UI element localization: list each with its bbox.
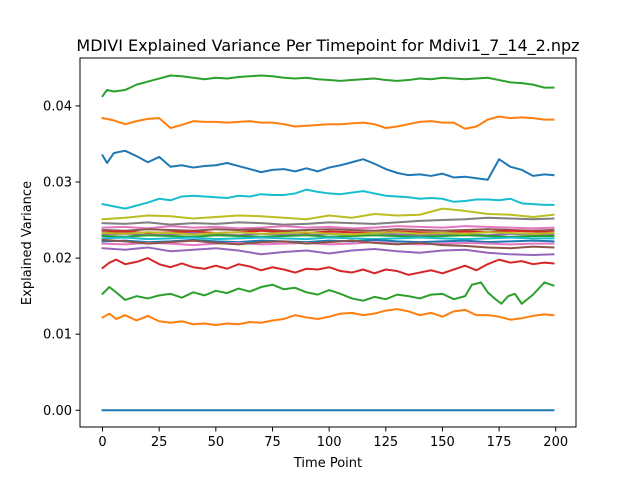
x-tick-label: 75 <box>264 435 281 450</box>
x-axis-label: Time Point <box>293 456 362 471</box>
x-tick-label: 150 <box>430 435 455 450</box>
y-tick-label: 0.00 <box>43 404 72 419</box>
series-line-3 <box>101 149 555 181</box>
series-line-20 <box>101 308 555 327</box>
series-line-4 <box>101 188 555 210</box>
x-tick-label: 125 <box>373 435 398 450</box>
x-tick-label: 50 <box>208 435 225 450</box>
series-line-1 <box>101 74 555 98</box>
x-tick-label: 175 <box>487 435 512 450</box>
x-tick-label: 25 <box>151 435 168 450</box>
y-axis-ticks: 0.00 0.01 0.02 0.03 0.04 <box>43 99 80 419</box>
series-line-5 <box>101 207 555 221</box>
y-tick-label: 0.03 <box>43 176 72 191</box>
series-line-15 <box>101 241 555 247</box>
series-line-12 <box>101 231 555 236</box>
series-line-7 <box>101 225 555 230</box>
series-line-2 <box>101 115 555 130</box>
series-line-13 <box>101 236 555 241</box>
series-line-8 <box>101 228 555 232</box>
y-tick-label: 0.04 <box>43 99 72 114</box>
series-line-16 <box>101 238 555 250</box>
series-line-18 <box>101 257 555 276</box>
series-line-17 <box>101 246 555 257</box>
x-tick-label: 200 <box>543 435 568 450</box>
plot-area-frame <box>79 57 577 428</box>
series-lines <box>101 74 555 412</box>
x-tick-label: 0 <box>98 435 106 450</box>
y-tick-label: 0.02 <box>43 252 72 267</box>
y-axis-label: Explained Variance <box>20 181 35 305</box>
series-line-6 <box>101 216 555 226</box>
x-axis-ticks: 0 25 50 75 100 125 150 175 200 <box>98 427 568 450</box>
series-line-19 <box>101 281 555 305</box>
x-tick-label: 100 <box>317 435 342 450</box>
y-tick-label: 0.01 <box>43 328 72 343</box>
chart-title: MDIVI Explained Variance Per Timepoint f… <box>76 36 579 56</box>
